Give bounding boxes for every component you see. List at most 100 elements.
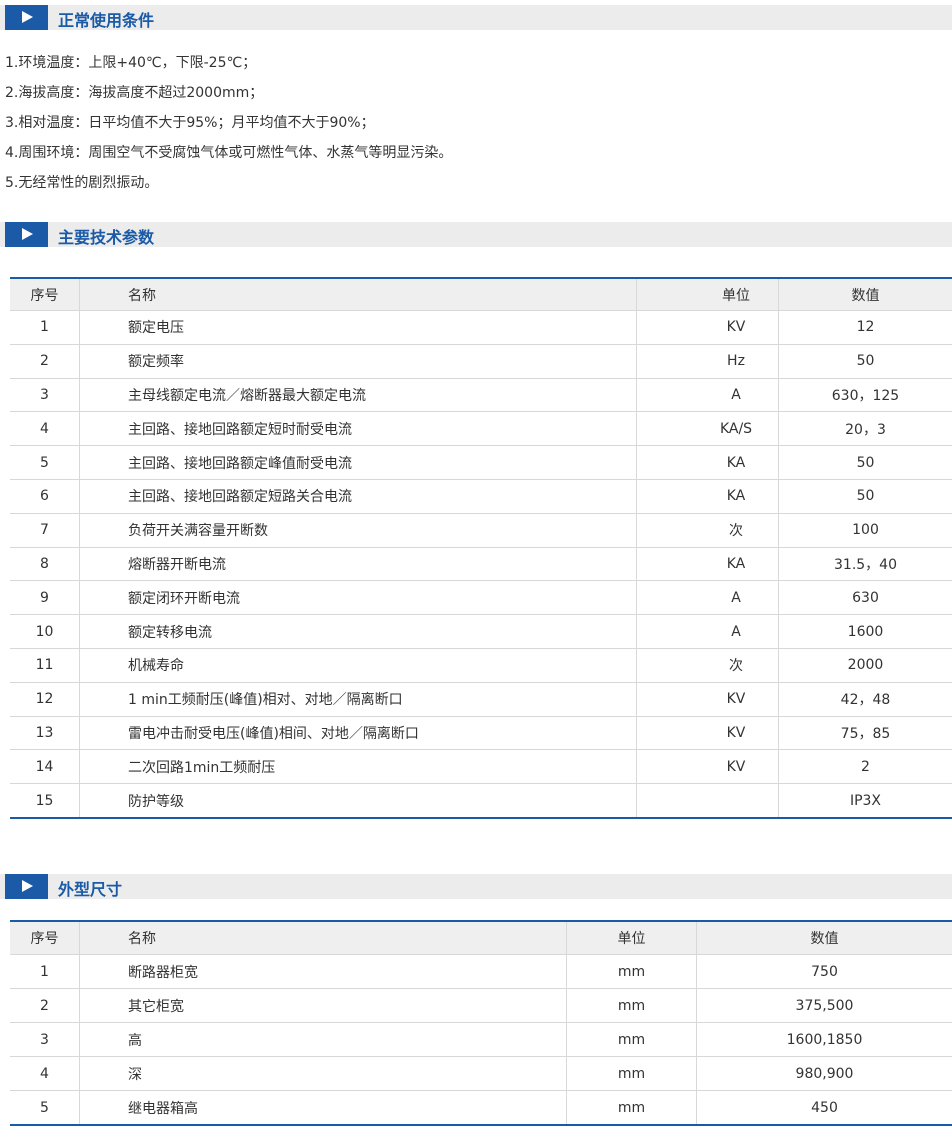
table-cell: 5	[10, 446, 80, 480]
table-cell: 2	[10, 344, 80, 379]
table-cell: 4	[10, 1057, 80, 1091]
table-cell: 主回路、接地回路额定短路关合电流	[80, 480, 637, 514]
table-cell: 主母线额定电流／熔断器最大额定电流	[80, 378, 637, 413]
table-cell: 次	[637, 649, 779, 683]
table-cell: 9	[10, 581, 80, 616]
section-title: 外型尺寸	[58, 880, 123, 899]
table-top	[10, 920, 952, 922]
condition-line: 3.相对温度：日平均值不大于95%；月平均值不大于90%；	[5, 115, 375, 131]
table-cell: 3	[10, 378, 80, 413]
table-top	[10, 277, 952, 279]
table-cell: 5	[10, 1091, 80, 1125]
table-cell: 主回路、接地回路额定短时耐受电流	[80, 412, 637, 447]
table-cell: Hz	[637, 344, 779, 379]
table-cell: 6	[10, 480, 80, 514]
condition-line: 4.周围环境：周围空气不受腐蚀气体或可燃性气体、水蒸气等明显污染。	[5, 145, 453, 161]
table-cell: 2000	[779, 649, 952, 683]
table-cell: 额定转移电流	[80, 615, 637, 649]
header-icon	[5, 874, 48, 899]
table-cell: 负荷开关满容量开断数	[80, 513, 637, 548]
table-cell: 100	[779, 514, 952, 548]
table-head-bg	[10, 922, 952, 955]
table-cell: 13	[10, 716, 80, 751]
table-cell: 1600,1850	[697, 1023, 952, 1057]
table-cell: 980,900	[697, 1057, 952, 1091]
table-cell: 熔断器开断电流	[80, 547, 637, 582]
table-cell: 深	[80, 1057, 567, 1091]
table-header-cell: 名称	[80, 922, 567, 955]
table-cell: 继电器箱高	[80, 1091, 567, 1125]
table-cell: KA	[637, 480, 779, 514]
table-cell: 机械寿命	[80, 649, 637, 683]
table-header-cell: 单位	[567, 922, 697, 955]
table-cell: 高	[80, 1023, 567, 1057]
table-header-cell: 数值	[697, 922, 952, 955]
table-cell: IP3X	[779, 784, 952, 818]
table-header-cell: 序号	[10, 279, 80, 311]
table-cell: 11	[10, 649, 80, 683]
table-cell: 2	[779, 750, 952, 785]
table-cell: 15	[10, 784, 80, 818]
table-cell: 1	[10, 311, 80, 345]
table-cell: 50	[779, 345, 952, 379]
table-cell: 8	[10, 547, 80, 582]
table-cell: 20，3	[779, 412, 952, 447]
table-bottom	[10, 1124, 952, 1126]
section-title: 主要技术参数	[58, 228, 155, 247]
table-cell: 42，48	[779, 683, 952, 717]
table-header-cell: 序号	[10, 922, 80, 955]
table-cell: 10	[10, 615, 80, 649]
table-cell: KA	[637, 547, 779, 582]
table-cell: KV	[637, 311, 779, 345]
section-header: 正常使用条件	[0, 5, 952, 30]
table-cell: 50	[779, 480, 952, 514]
table-cell: mm	[567, 1091, 697, 1125]
table-cell: A	[637, 378, 779, 413]
table-cell: 50	[779, 446, 952, 480]
condition-line: 1.环境温度：上限+40℃，下限-25℃；	[5, 55, 257, 71]
table-cell: 75，85	[779, 717, 952, 751]
table-cell: KV	[637, 750, 779, 785]
table-cell: 4	[10, 412, 80, 447]
table-cell: 二次回路1min工频耐压	[80, 750, 637, 785]
section-title: 正常使用条件	[58, 11, 155, 30]
table-cell: KA	[637, 446, 779, 480]
table-head-bg	[10, 279, 952, 311]
table-header-cell: 名称	[80, 279, 637, 311]
table-cell: 750	[697, 955, 952, 989]
table-header-cell: 数值	[779, 279, 952, 311]
table-cell: A	[637, 581, 779, 616]
table-cell: KA/S	[637, 412, 779, 447]
table-bottom	[10, 817, 952, 819]
table-cell: 31.5，40	[779, 548, 952, 582]
table-cell: mm	[567, 989, 697, 1023]
table-cell: 12	[779, 311, 952, 345]
table-cell: mm	[567, 1057, 697, 1091]
header-icon	[5, 5, 48, 30]
table-cell: KV	[637, 716, 779, 751]
table-cell: 7	[10, 513, 80, 548]
table-cell: 375,500	[697, 989, 952, 1023]
table-cell: 1 min工频耐压(峰值)相对、对地／隔离断口	[80, 682, 637, 717]
table-cell: 450	[697, 1091, 952, 1125]
table-cell: A	[637, 615, 779, 649]
table-cell: 防护等级	[80, 784, 637, 818]
table-cell: 2	[10, 989, 80, 1023]
table-cell: 630，125	[779, 379, 952, 413]
table-cell: mm	[567, 955, 697, 989]
condition-line: 2.海拔高度：海拔高度不超过2000mm；	[5, 85, 264, 101]
table-cell: 额定电压	[80, 311, 637, 345]
table-cell: KV	[637, 682, 779, 717]
table-cell: 14	[10, 750, 80, 785]
table-cell: 1	[10, 955, 80, 989]
table-cell: 主回路、接地回路额定峰值耐受电流	[80, 446, 637, 480]
table-cell: 雷电冲击耐受电压(峰值)相间、对地／隔离断口	[80, 716, 637, 751]
table-cell: 1600	[779, 615, 952, 649]
section-header: 外型尺寸	[0, 874, 952, 899]
table-cell: 次	[637, 513, 779, 548]
table-cell: 额定频率	[80, 344, 637, 379]
table-cell: 额定闭环开断电流	[80, 581, 637, 616]
condition-line: 5.无经常性的剧烈振动。	[5, 175, 159, 191]
table-cell: 断路器柜宽	[80, 955, 567, 989]
